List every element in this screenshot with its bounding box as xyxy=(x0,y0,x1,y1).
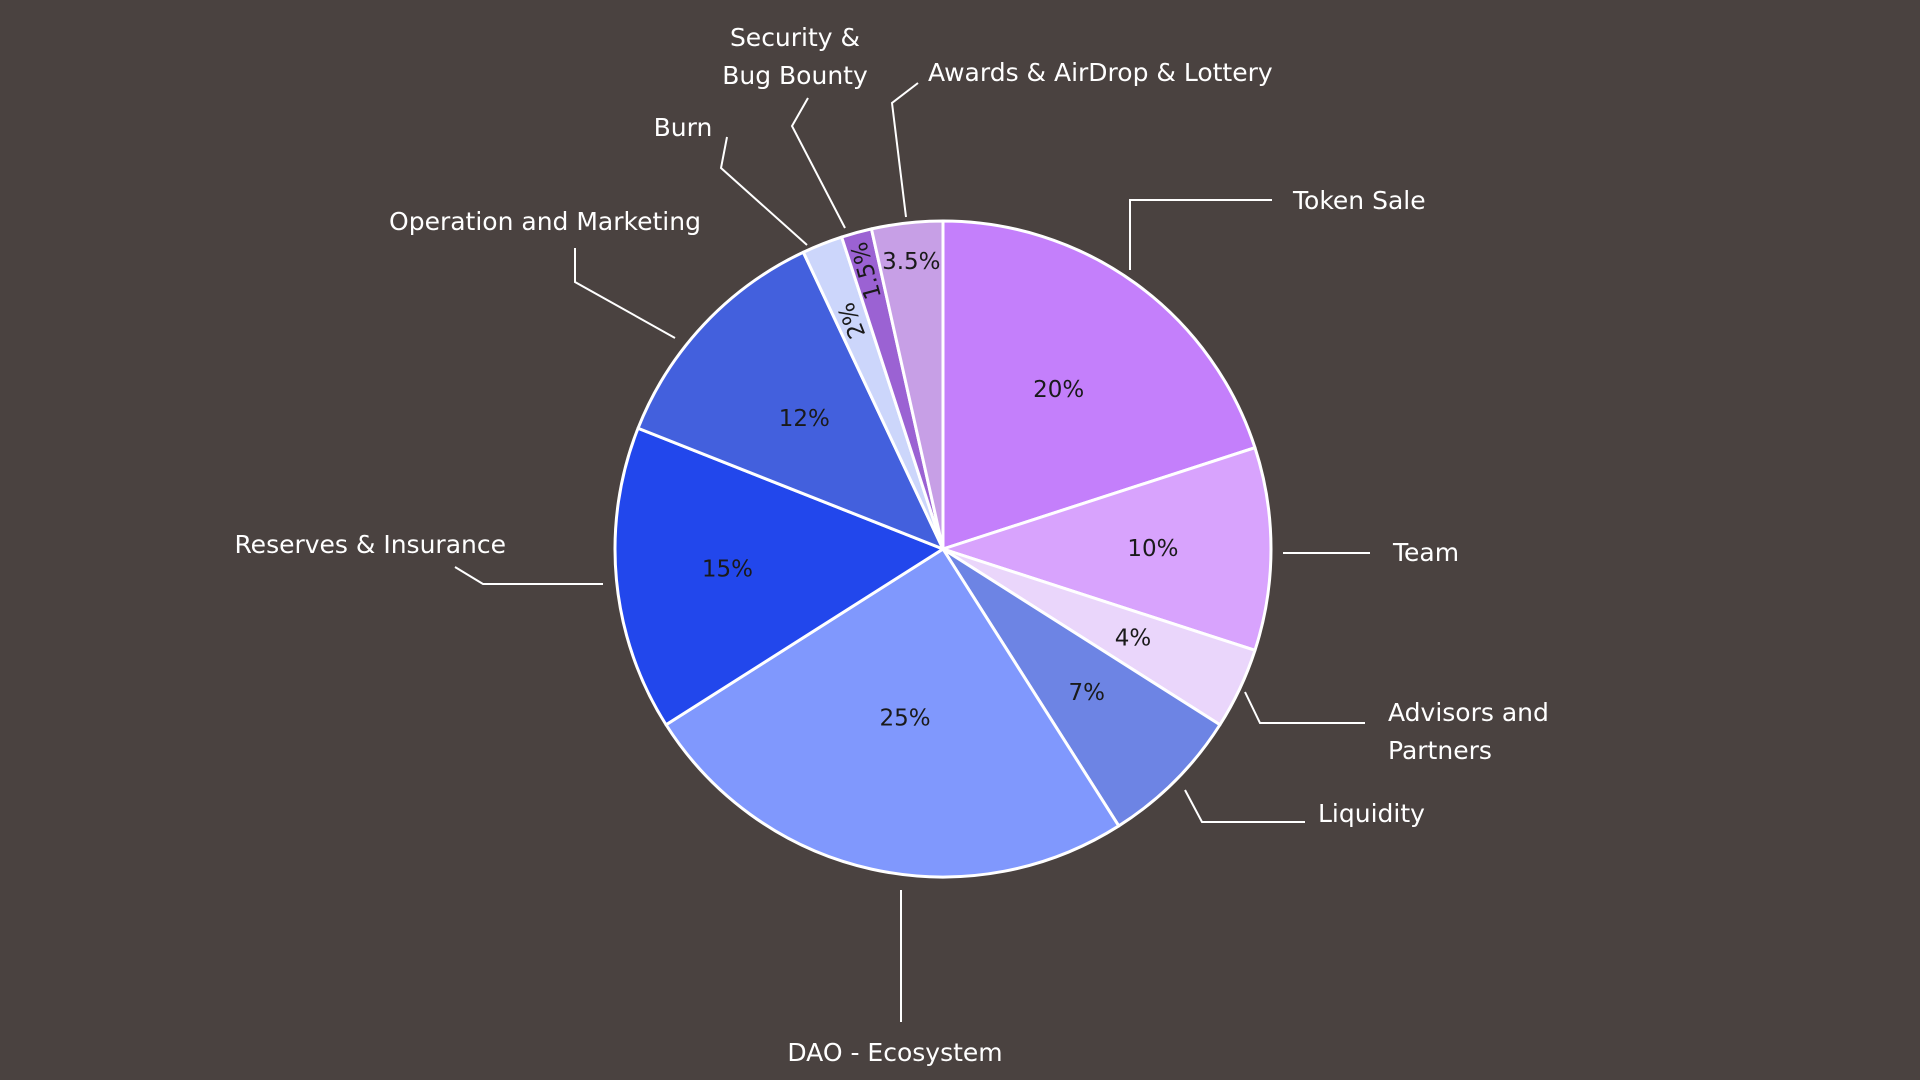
callout-label-token-sale: Token Sale xyxy=(1292,186,1426,215)
callout-label-dao-ecosystem: DAO - Ecosystem xyxy=(787,1038,1002,1067)
leader-line-reserves-and-insurance xyxy=(454,566,603,585)
pie-slice-team xyxy=(941,446,1273,652)
leader-line-liquidity xyxy=(1184,789,1305,823)
pie-slice-liquidity xyxy=(941,547,1222,828)
slice-value-label-awards-and-airdrop-and-lottery: 3.5% xyxy=(882,249,940,275)
slice-value-label-team: 10% xyxy=(1127,536,1178,562)
pie-slice-token-sale xyxy=(941,219,1257,551)
callout-label-awards-and-airdrop-and-lottery: Awards & AirDrop & Lottery xyxy=(928,58,1273,87)
leader-line-security-and-bug-bounty xyxy=(790,97,846,229)
callout-label-operation-and-marketing: Operation and Marketing xyxy=(389,207,701,236)
pie-slice-operation-and-marketing xyxy=(636,250,945,551)
leader-line-operation-and-marketing xyxy=(574,248,676,339)
slice-callout-labels: Token Sale Team Advisors and Partners Liquid… xyxy=(234,23,1548,1067)
callout-label-team: Team xyxy=(1392,538,1459,567)
callout-label-reserves-and-insurance: Reserves & Insurance xyxy=(234,530,506,559)
leader-line-burn xyxy=(719,136,808,246)
slice-value-label-operation-and-marketing: 12% xyxy=(779,406,830,432)
slice-value-label-liquidity: 7% xyxy=(1069,680,1106,706)
pie-slices xyxy=(613,219,1273,879)
leader-line-advisors-and-partners xyxy=(1244,691,1365,724)
pie-slice-awards-and-airdrop-and-lottery xyxy=(869,219,945,551)
callout-label-liquidity: Liquidity xyxy=(1318,799,1425,828)
slice-value-label-dao-ecosystem: 25% xyxy=(880,706,931,732)
callout-label-burn: Burn xyxy=(654,113,713,142)
slice-value-label-token-sale: 20% xyxy=(1033,377,1084,403)
callout-label-advisors-and-partners: Advisors and Partners xyxy=(1388,698,1549,765)
slice-value-label-reserves-and-insurance: 15% xyxy=(702,556,753,582)
pie-slice-dao-ecosystem xyxy=(664,547,1121,879)
leader-line-token-sale xyxy=(1129,199,1272,270)
pie-slice-reserves-and-insurance xyxy=(613,426,945,727)
slice-value-label-advisors-and-partners: 4% xyxy=(1115,625,1152,651)
callout-label-security-and-bug-bounty: Security & Bug Bounty xyxy=(722,23,868,90)
leader-lines xyxy=(454,82,1370,1022)
leader-line-awards-and-airdrop-and-lottery xyxy=(890,82,919,218)
